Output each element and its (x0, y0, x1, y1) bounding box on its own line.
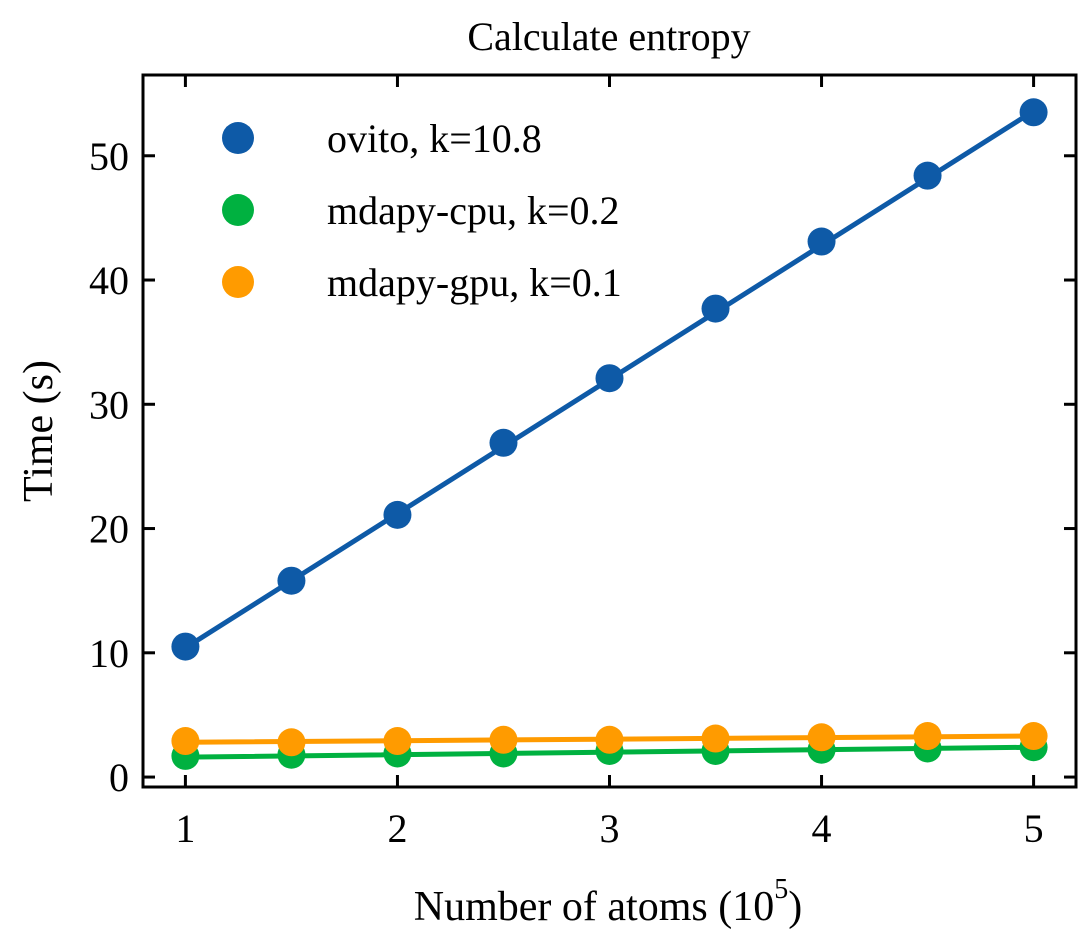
x-tick-label: 4 (812, 806, 832, 851)
legend: ovito, k=10.8 mdapy-cpu, k=0.2 mdapy-gpu, … (222, 116, 622, 305)
data-point (701, 724, 730, 753)
y-tick-label: 0 (109, 755, 129, 800)
data-point (277, 728, 306, 757)
x-tick-label: 3 (600, 806, 620, 851)
y-tick-label: 50 (89, 134, 129, 179)
data-point (701, 294, 730, 323)
legend-label: ovito, k=10.8 (327, 116, 542, 161)
data-point (489, 428, 518, 457)
y-axis-label: Time (s) (16, 360, 62, 502)
data-point (595, 725, 624, 754)
data-point (807, 723, 836, 752)
legend-marker (222, 194, 254, 226)
data-point (595, 364, 624, 393)
x-tick-label: 1 (175, 806, 195, 851)
x-axis-label-suffix: ) (788, 884, 802, 930)
data-point (383, 727, 412, 756)
series-layer (171, 98, 1048, 770)
series-2 (171, 722, 1048, 757)
y-tick-label: 20 (89, 507, 129, 552)
x-tick-label: 2 (387, 806, 407, 851)
data-point (171, 727, 200, 756)
data-point (913, 722, 942, 751)
x-axis-label-superscript: 5 (774, 874, 788, 905)
legend-marker (222, 122, 254, 154)
data-point (807, 227, 836, 256)
data-point (277, 566, 306, 595)
chart-title: Calculate entropy (467, 14, 750, 59)
data-point (489, 725, 518, 754)
y-tick-label: 10 (89, 631, 129, 676)
series-0 (171, 98, 1048, 661)
plot-frame (141, 73, 1078, 789)
data-point (383, 500, 412, 529)
data-point (1019, 98, 1048, 127)
y-tick-label: 30 (89, 382, 129, 427)
legend-label: mdapy-cpu, k=0.2 (327, 188, 620, 233)
x-axis-label: Number of atoms (105) (414, 874, 802, 930)
data-point (913, 161, 942, 190)
legend-label: mdapy-gpu, k=0.1 (327, 260, 622, 305)
data-point (1019, 722, 1048, 751)
data-point (171, 632, 200, 661)
legend-marker (222, 266, 254, 298)
x-axis-label-main: Number of atoms (10 (414, 884, 774, 930)
x-tick-label: 5 (1024, 806, 1044, 851)
y-tick-label: 40 (89, 258, 129, 303)
